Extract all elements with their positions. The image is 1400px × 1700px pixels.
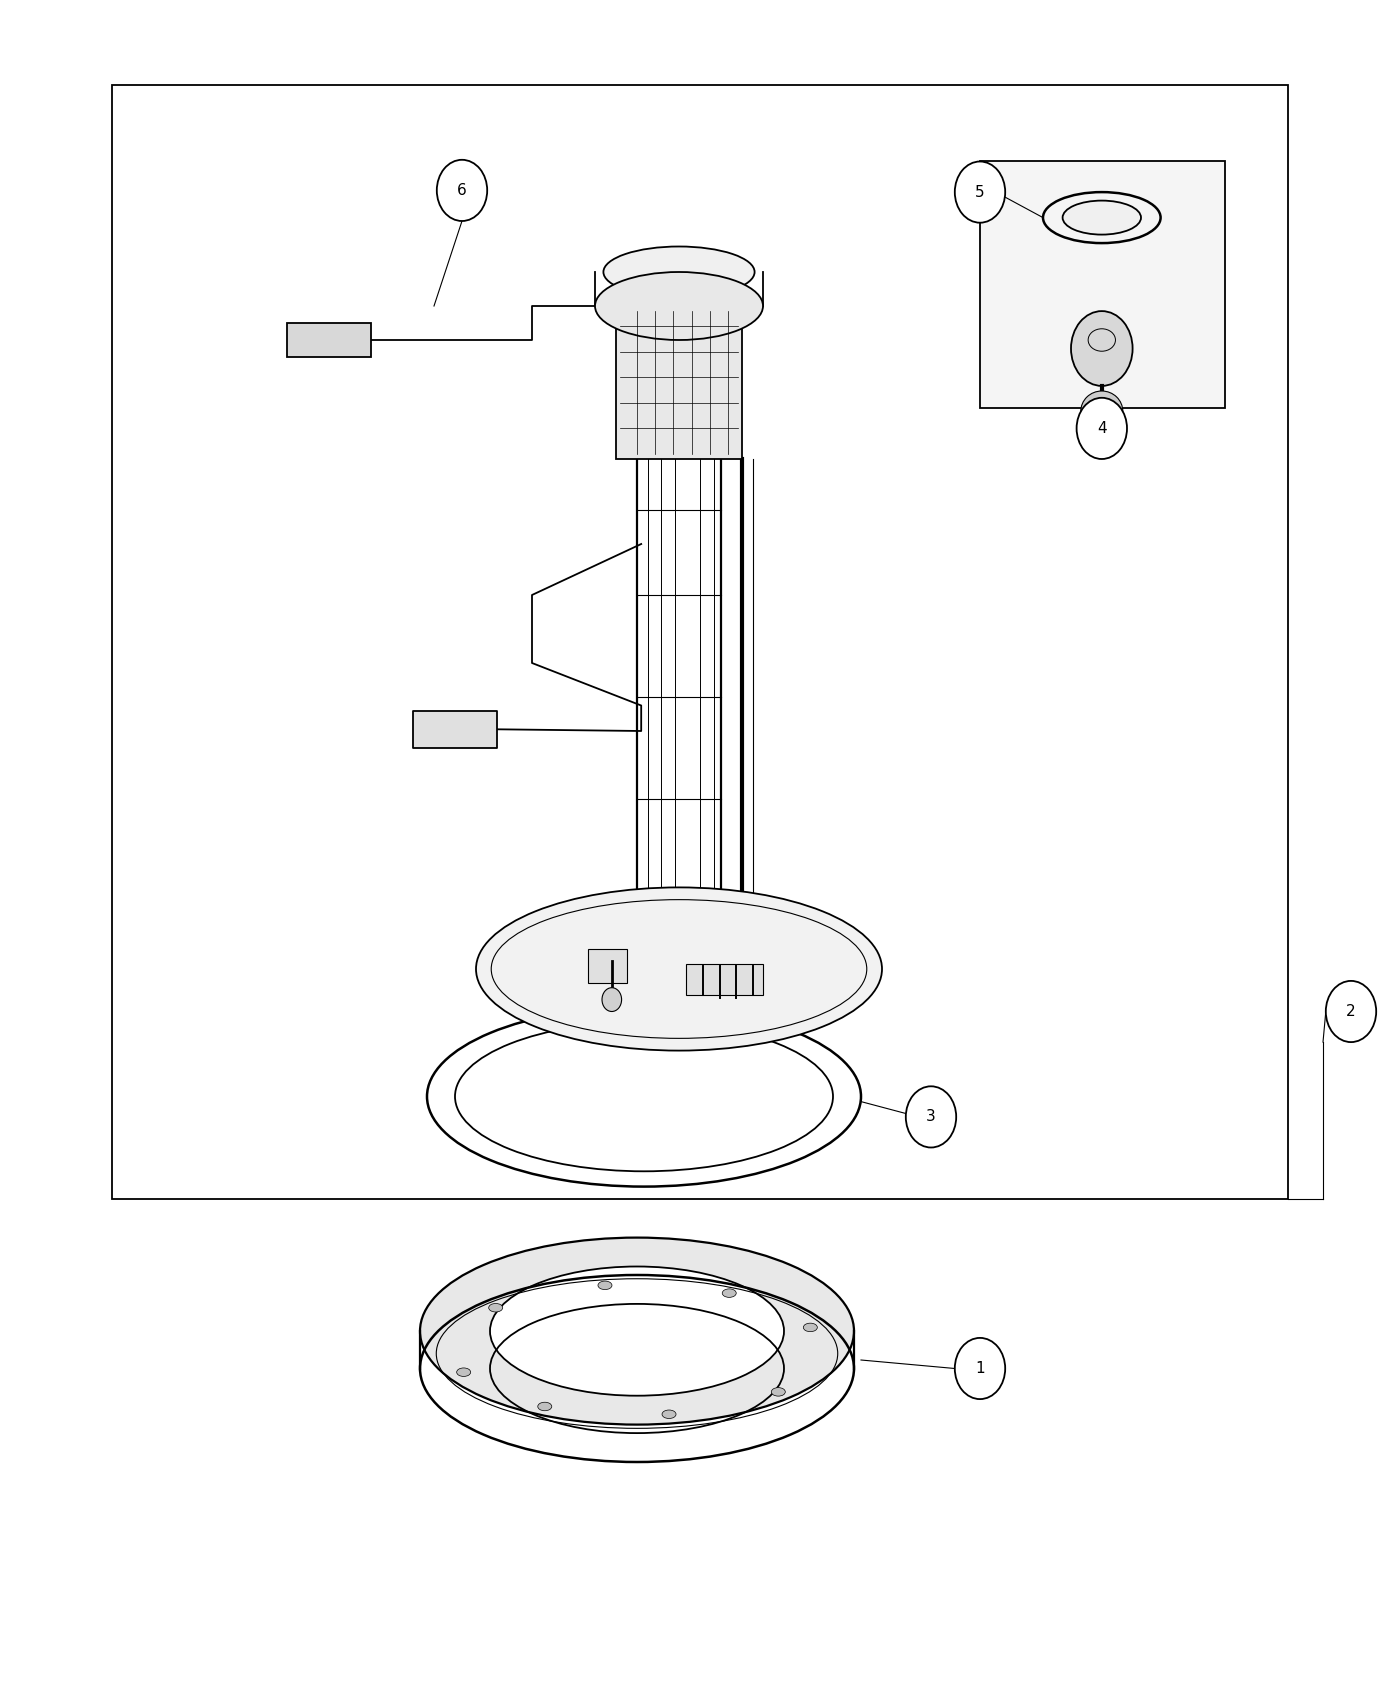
- Ellipse shape: [662, 1409, 676, 1418]
- Circle shape: [1071, 311, 1133, 386]
- Bar: [980, 162, 1225, 408]
- Text: 5: 5: [976, 185, 984, 199]
- Ellipse shape: [456, 1368, 470, 1377]
- Ellipse shape: [722, 1289, 736, 1297]
- Circle shape: [906, 1086, 956, 1148]
- Circle shape: [955, 162, 1005, 223]
- Bar: [616, 306, 742, 459]
- Circle shape: [602, 988, 622, 1012]
- Ellipse shape: [476, 887, 882, 1051]
- Ellipse shape: [490, 1266, 784, 1396]
- Ellipse shape: [804, 1323, 818, 1331]
- Ellipse shape: [1063, 201, 1141, 235]
- Text: 1: 1: [976, 1362, 984, 1375]
- Circle shape: [955, 1338, 1005, 1399]
- Ellipse shape: [595, 272, 763, 340]
- Bar: [112, 85, 1288, 1198]
- Bar: [686, 964, 763, 994]
- Ellipse shape: [771, 1387, 785, 1396]
- Text: 3: 3: [927, 1110, 935, 1124]
- Circle shape: [1326, 981, 1376, 1042]
- Ellipse shape: [1081, 391, 1123, 432]
- Ellipse shape: [603, 246, 755, 298]
- Bar: [413, 711, 497, 748]
- Text: 2: 2: [1347, 1005, 1355, 1018]
- Circle shape: [437, 160, 487, 221]
- Ellipse shape: [598, 1282, 612, 1290]
- Bar: [287, 323, 371, 357]
- Bar: [588, 949, 627, 983]
- Ellipse shape: [455, 1022, 833, 1171]
- Ellipse shape: [489, 1304, 503, 1312]
- Text: 6: 6: [458, 184, 466, 197]
- Circle shape: [1077, 398, 1127, 459]
- Ellipse shape: [538, 1402, 552, 1411]
- Text: 4: 4: [1098, 422, 1106, 435]
- Ellipse shape: [420, 1238, 854, 1425]
